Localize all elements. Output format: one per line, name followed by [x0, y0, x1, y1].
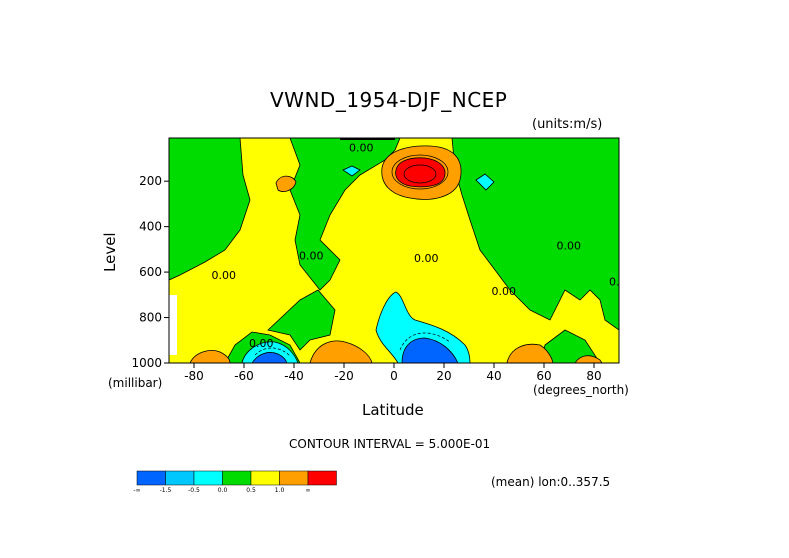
contour-label: 0.00 — [557, 239, 582, 252]
x-tick-label: 0 — [390, 369, 398, 383]
region-red-jetcore — [395, 157, 446, 188]
x-axis-unit: (degrees_north) — [533, 383, 629, 397]
dashed-contour-2 — [254, 347, 291, 357]
y-tick-label: 1000 — [131, 356, 162, 370]
contour-labels: 0.00 0.00 0.00 0.00 0.00 0.00 0.00 0.00 — [212, 142, 634, 350]
x-tick-label: 20 — [436, 369, 451, 383]
contour-label: 0.00 — [249, 337, 274, 350]
region-blue-tropics — [401, 337, 459, 363]
jet-contour-ring — [391, 154, 449, 190]
contour-label: 0.00 — [299, 250, 324, 263]
region-orange-bottom-1 — [309, 340, 373, 363]
region-green-east — [451, 138, 619, 331]
colorbar-tick-label: ∞ — [306, 487, 311, 494]
colorbar-tick-label: 0.0 — [218, 487, 228, 494]
colorbar-tick-label: -0.5 — [188, 487, 200, 494]
y-tick-label: 200 — [139, 174, 162, 188]
chart-title: VWND_1954-DJF_NCEP — [270, 88, 508, 112]
contour-label: 0.00 — [414, 252, 439, 265]
contour-label: 0.00 — [212, 269, 237, 282]
colorbar-swatch — [279, 470, 309, 486]
colorbar-swatch — [193, 470, 223, 486]
units-label: (units:m/s) — [532, 117, 603, 132]
contour-interval-label: CONTOUR INTERVAL = 5.000E-01 — [289, 437, 491, 451]
colorbar-tick-label: -1.5 — [160, 487, 172, 494]
y-axis-unit: (millibar) — [108, 376, 163, 390]
colorbar: -∞ -1.5 -0.5 0.0 0.5 1.0 ∞ — [133, 470, 337, 494]
x-tick-label: -80 — [184, 369, 204, 383]
y-tick-label: 800 — [139, 311, 162, 325]
x-tick-label: 40 — [486, 369, 501, 383]
contour-label: 0.00 — [609, 276, 634, 289]
x-tick-label: -40 — [284, 369, 304, 383]
mean-longitude-label: (mean) lon:0..357.5 — [491, 475, 611, 489]
x-tick-label: -20 — [334, 369, 354, 383]
region-orange-bottom-3 — [506, 343, 554, 363]
top-line-artifact — [340, 138, 395, 140]
dashed-contour-1 — [399, 332, 451, 351]
x-tick-label: -60 — [234, 369, 254, 383]
y-tick-label: 600 — [139, 265, 162, 279]
contour-label: 0.00 — [349, 142, 374, 155]
colorbar-swatch — [222, 470, 252, 486]
colorbar-swatch — [250, 470, 280, 486]
region-green-west — [169, 138, 251, 281]
axis-ticks: -80 -60 -40 -20 0 20 40 60 80 200 400 600 800 1000 — [131, 174, 601, 383]
region-orange-bottom-4 — [574, 355, 603, 363]
jet-contour-ring-inner — [403, 164, 437, 184]
colorbar-tick-label: 0.5 — [246, 487, 256, 494]
colorbar-tick-label: -∞ — [133, 487, 140, 494]
colorbar-tick-label: 1.0 — [275, 487, 285, 494]
contour-label: 0.00 — [492, 285, 517, 298]
region-orange-small — [275, 175, 297, 192]
x-tick-label: 80 — [586, 369, 601, 383]
colorbar-swatch — [307, 470, 337, 486]
left-white-strip — [169, 295, 177, 355]
region-green-lowmid — [267, 289, 336, 351]
colorbar-swatch — [165, 470, 195, 486]
y-tick-label: 400 — [139, 220, 162, 234]
region-cyan-tropics — [375, 291, 471, 363]
plot-area: 0.00 0.00 0.00 0.00 0.00 0.00 0.00 0.00 — [169, 138, 634, 363]
x-tick-label: 60 — [536, 369, 551, 383]
region-cyan-small-2 — [475, 173, 495, 191]
region-orange-bottom-2 — [189, 350, 231, 363]
region-blue-sw — [251, 352, 288, 363]
colorbar-swatch — [136, 470, 166, 486]
region-cyan-small-1 — [342, 165, 361, 177]
x-axis-label: Latitude — [362, 401, 424, 419]
